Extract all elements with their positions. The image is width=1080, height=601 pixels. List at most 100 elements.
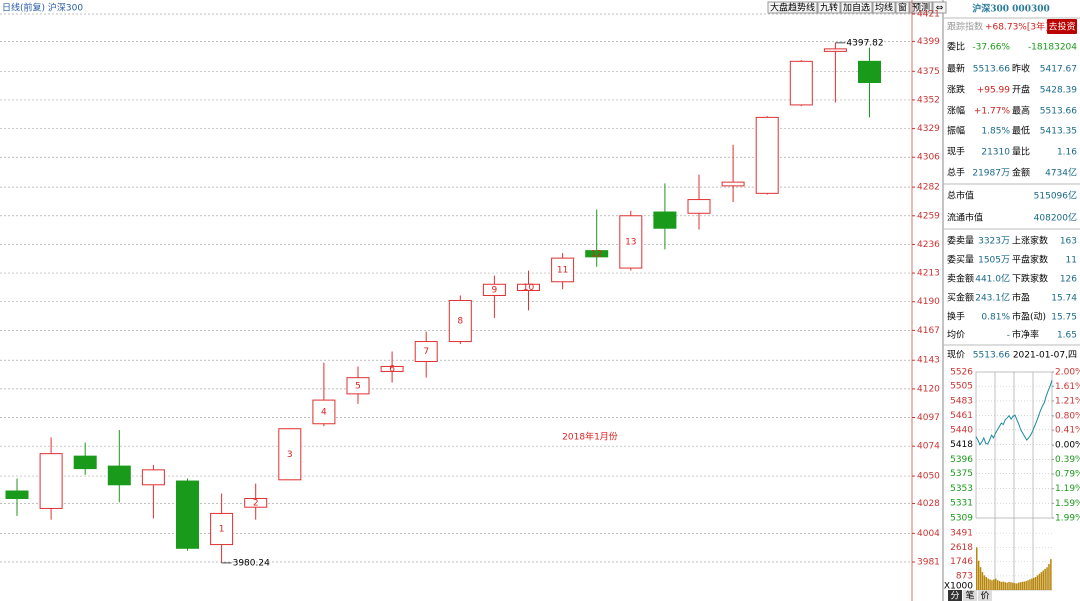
panel-value: 15.74 [1051, 294, 1077, 304]
extreme-label: 3980.24 [233, 558, 270, 568]
panel-label: 下跌家数 [1012, 273, 1048, 285]
candle-body [73, 455, 97, 470]
candle-body [244, 497, 268, 508]
volume-bar [981, 572, 984, 590]
panel-label: 涨幅 [947, 105, 965, 117]
tab-label[interactable]: 笔 [965, 590, 974, 601]
volume-bar [991, 580, 993, 590]
panel-value: 5513.66 [973, 65, 1010, 75]
panel-value: 21310 [981, 148, 1010, 158]
toolbar-button-label[interactable]: 九转 [820, 2, 838, 14]
panel-value: +68.73%[3年] [985, 21, 1049, 33]
tab-label[interactable]: 分 [950, 591, 959, 601]
candle-label: 5 [355, 381, 361, 391]
y-tick-label: 4375 [917, 67, 940, 77]
y-tick-label: 4167 [917, 326, 940, 336]
volume-bar [1017, 582, 1020, 590]
invest-button-label[interactable]: 去投资 [1048, 21, 1075, 33]
y2-tick-label: 2.00% [1055, 368, 1080, 378]
toolbar-button-label[interactable]: 均线 [875, 2, 893, 14]
tab[interactable] [978, 590, 992, 601]
y2-tick-label: 0.41% [1055, 426, 1080, 436]
panel-label: 买金额 [947, 292, 974, 304]
volume-bar [1008, 581, 1010, 590]
candle-label: 3 [287, 450, 293, 460]
y2-tick-label: 1.99% [1055, 514, 1080, 524]
volume-bar [1029, 579, 1031, 590]
candle-label: 1 [219, 524, 225, 534]
panel-label: 委卖量 [947, 235, 974, 247]
toolbar-button-label[interactable]: 加自选 [843, 2, 870, 14]
invest-button[interactable] [1047, 19, 1077, 34]
tab-label[interactable]: 价 [980, 591, 989, 601]
panel-value: 11 [1066, 256, 1077, 266]
volume-bar [1010, 582, 1012, 590]
panel-label: 市净率 [1012, 329, 1039, 341]
panel-label: 量比 [1012, 146, 1030, 158]
panel-label: 最低 [1012, 125, 1030, 137]
candle-body [789, 60, 813, 106]
panel-value: -37.66% [972, 43, 1010, 53]
candle-body [823, 48, 847, 52]
toolbar-button-label[interactable]: 大盘趋势线 [770, 2, 815, 14]
volume-bar [987, 578, 989, 590]
y-tick-label: 4097 [917, 413, 940, 423]
y-tick-label: 4259 [917, 211, 940, 221]
candle-label: 4 [321, 407, 327, 417]
volume-bar [1046, 567, 1048, 590]
toolbar-button-label[interactable]: 预测 [912, 3, 930, 14]
y-tick-label: 5375 [950, 469, 973, 479]
volume-bar [1038, 573, 1041, 590]
volume-bar [977, 560, 980, 590]
y2-tick-label: 1.19% [1055, 484, 1080, 494]
extreme-label: 4397.82 [846, 38, 883, 48]
panel-value: 4734亿 [1045, 167, 1077, 179]
panel-label: 总手 [947, 167, 965, 179]
tab[interactable] [963, 590, 977, 601]
candle-body [278, 428, 302, 481]
y-tick-label: 5418 [950, 440, 973, 450]
y2-tick-label: 1.21% [1055, 396, 1080, 406]
toolbar-button[interactable] [932, 1, 947, 14]
toolbar-button[interactable] [872, 1, 896, 14]
volume-bar [1006, 582, 1008, 590]
volume-bar [1025, 581, 1027, 590]
volume-bar [1012, 582, 1014, 590]
toolbar-button-label[interactable]: 窗 [898, 2, 907, 14]
toolbar-button[interactable] [817, 1, 841, 14]
panel-label: 卖金额 [947, 273, 974, 285]
volume-bar [1042, 570, 1044, 590]
panel-label: 昨收 [1012, 63, 1030, 75]
y-tick-label: 4074 [917, 442, 940, 452]
candle-body [585, 250, 609, 258]
panel-label: 金额 [1012, 167, 1030, 179]
toolbar-button[interactable] [840, 1, 873, 14]
candle-body [755, 116, 779, 194]
candle-label: 7 [423, 347, 429, 357]
tab[interactable] [948, 590, 962, 601]
candle-label: 12 [591, 249, 602, 259]
y-tick-label: 1746 [950, 557, 973, 567]
volume-bar [989, 579, 991, 590]
y-tick-label: 3981 [917, 558, 940, 568]
panel-title: 沪深300 000300 [972, 3, 1050, 15]
panel-value: 2021-01-07,四 [1013, 351, 1077, 361]
volume-bar [998, 581, 1001, 590]
volume-bar [1004, 582, 1006, 590]
candle-body [653, 211, 677, 229]
toolbar-button-label[interactable]: ⇔ [936, 4, 944, 14]
panel-label: 委买量 [947, 254, 974, 266]
panel-value: 3323万 [978, 237, 1010, 247]
panel-label: 最新 [947, 63, 965, 75]
volume-bar [996, 580, 999, 590]
y2-tick-label: 1.61% [1055, 382, 1080, 392]
toolbar-button[interactable] [895, 1, 910, 14]
volume-bar [993, 579, 995, 590]
y-tick-label: 5440 [950, 425, 973, 435]
panel-value: 408200亿 [1034, 212, 1077, 224]
volume-bar [1023, 581, 1025, 590]
toolbar-button[interactable] [909, 1, 933, 14]
volume-bar [976, 547, 978, 590]
panel-label: 总市值 [947, 190, 974, 202]
toolbar-button[interactable] [767, 1, 818, 14]
